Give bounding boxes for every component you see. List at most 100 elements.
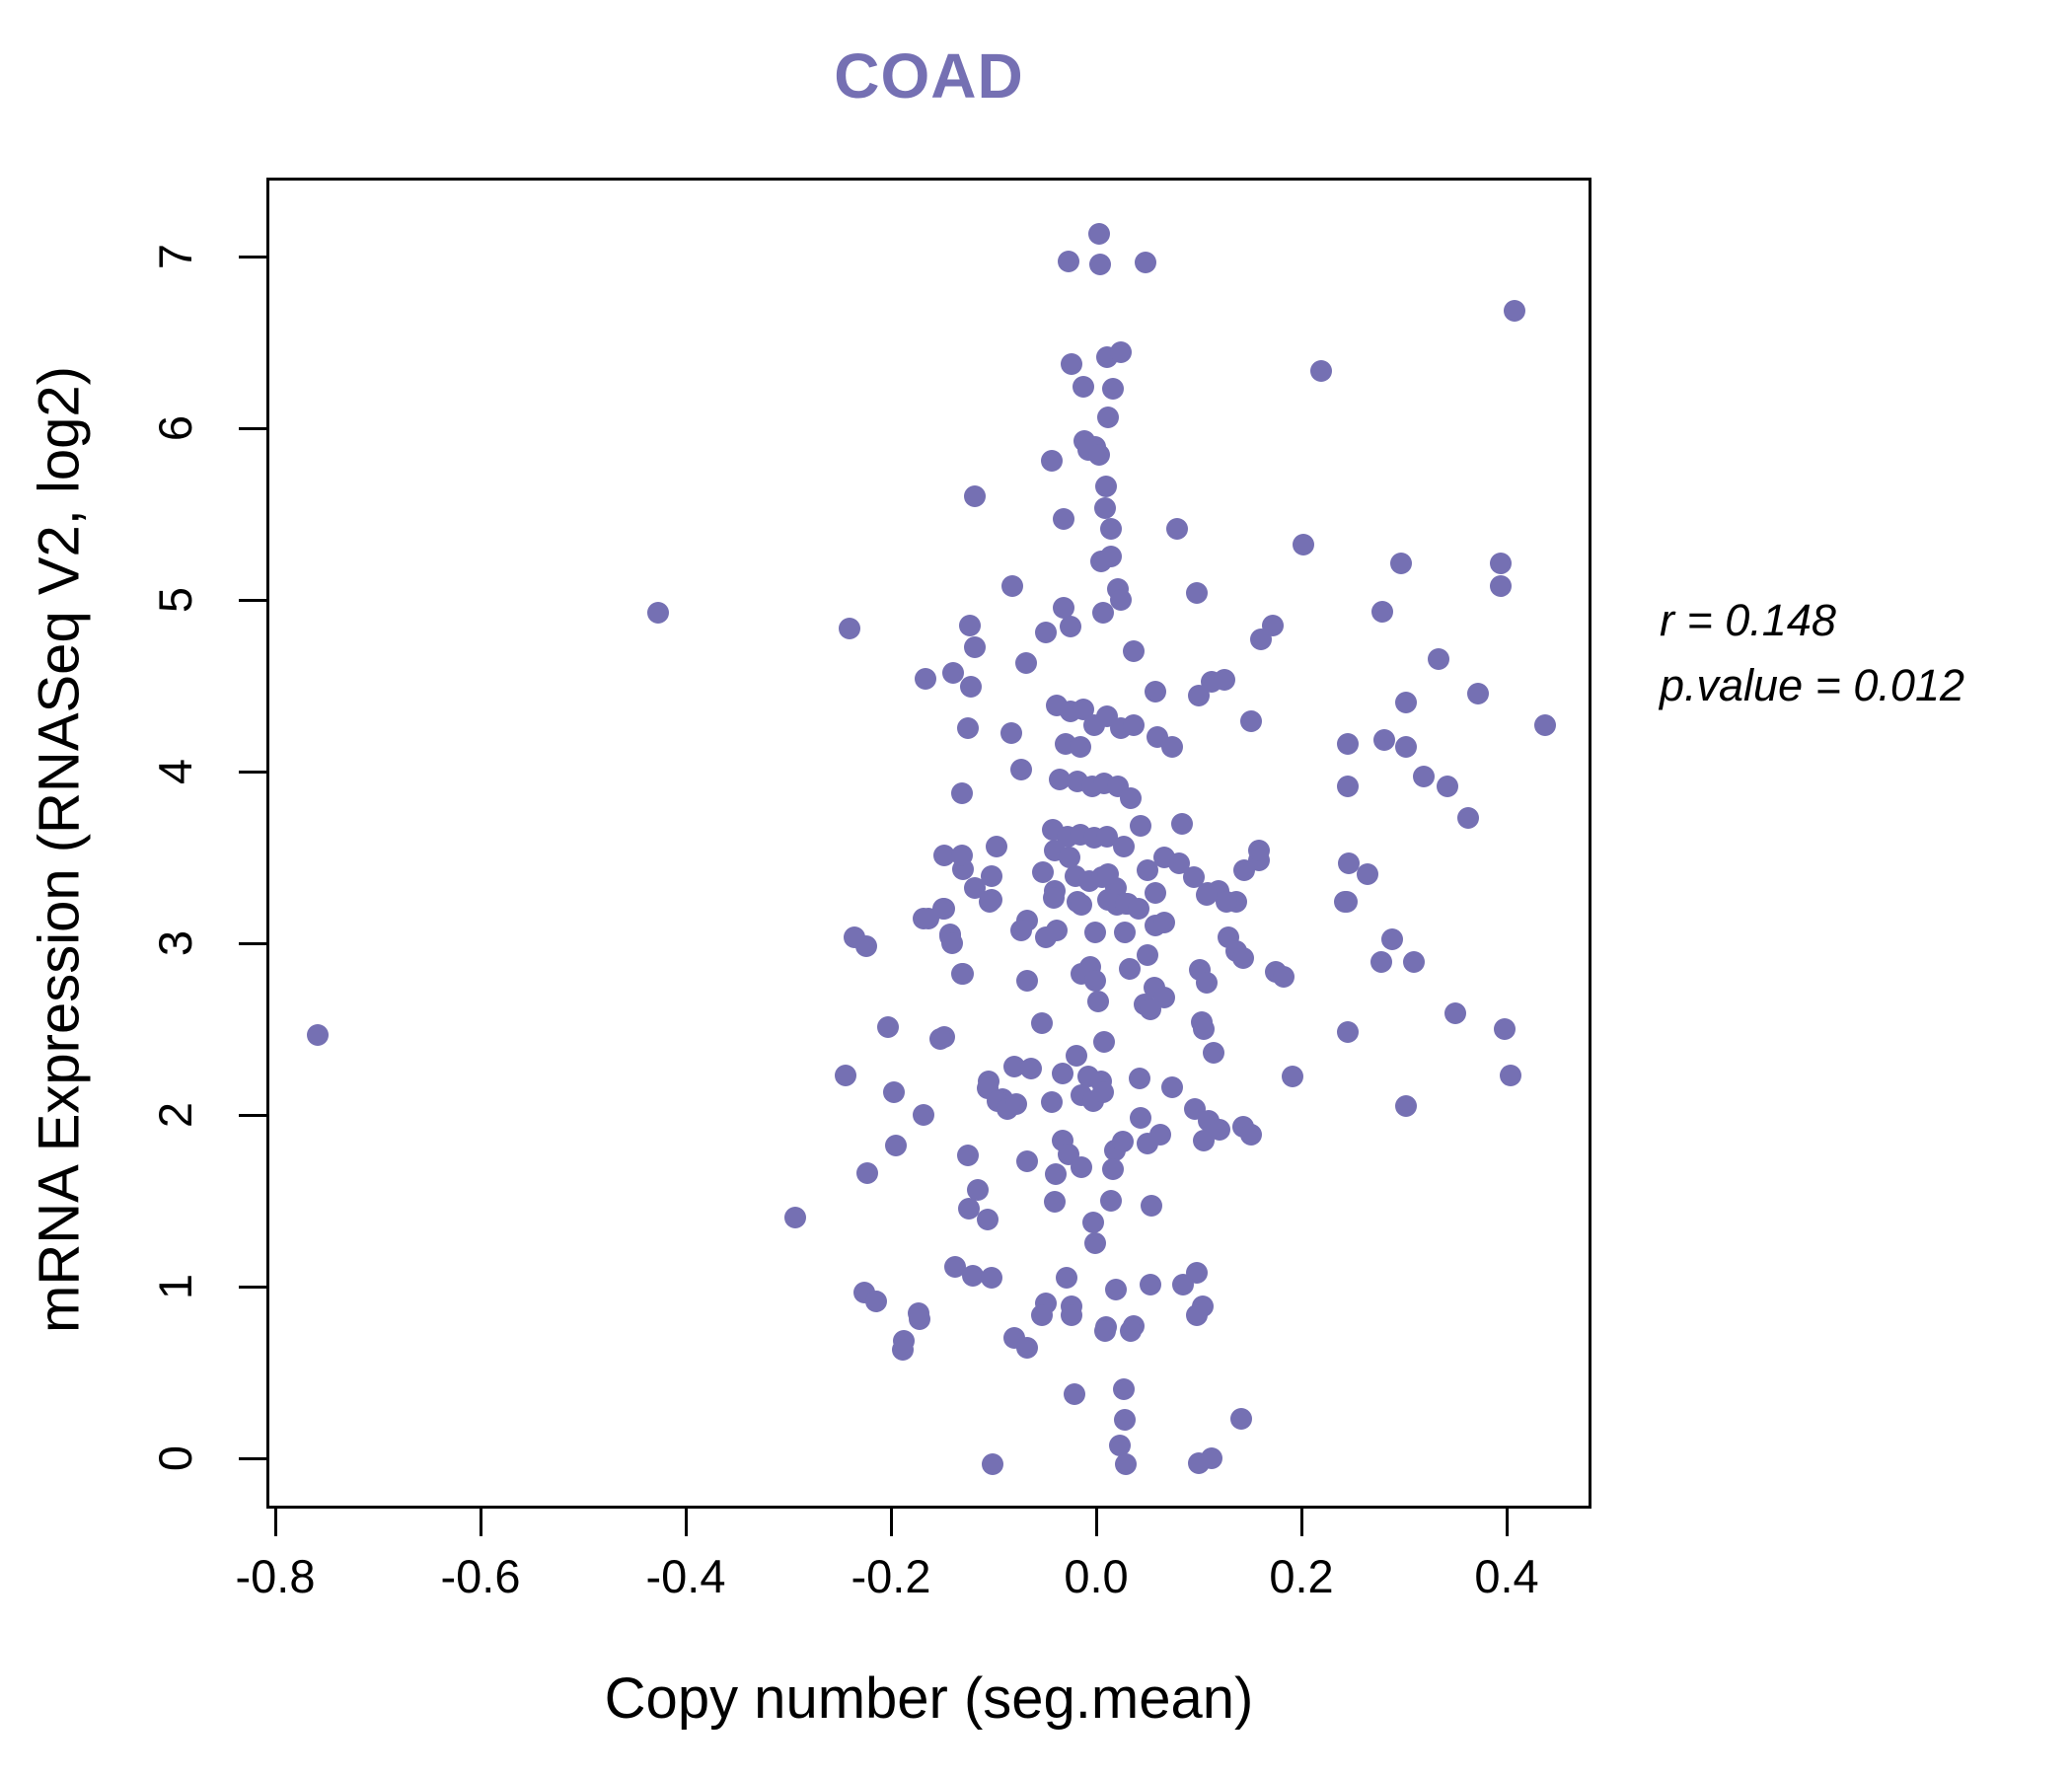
scatter-point [1309,360,1332,383]
scatter-point [306,1024,329,1047]
scatter-point [1046,920,1069,942]
scatter-point [1140,999,1161,1021]
scatter-point [1088,222,1110,245]
scatter-point [1016,1337,1039,1360]
scatter-point [1123,713,1146,736]
scatter-point [1000,574,1023,597]
scatter-point [1100,1189,1123,1212]
scatter-point [909,1307,930,1330]
scatter-point [1152,846,1175,868]
scatter-point [944,1256,967,1279]
scatter-point [957,1198,980,1221]
scatter-point [1058,846,1080,868]
scatter-point [1052,597,1074,620]
scatter-point [1115,1453,1138,1476]
scatter-point [967,1179,990,1202]
scatter-point [1073,375,1095,398]
scatter-point [1129,1107,1151,1129]
scatter-point [1145,882,1167,905]
scatter-point [1083,922,1106,944]
scatter-point [1193,1129,1216,1151]
scatter-point [1457,806,1480,829]
scatter-point [892,1338,915,1361]
scatter-point [1493,1017,1516,1040]
scatter-point [865,1291,888,1313]
scatter-point [1112,1377,1135,1400]
scatter-point [1500,1064,1522,1086]
scatter-point [1097,407,1120,429]
scatter-point [876,1015,899,1038]
scatter-point [1489,552,1512,574]
scatter-point [1281,1066,1303,1088]
scatter-point [1100,518,1123,541]
scatter-point [1160,1075,1183,1098]
scatter-point [1119,957,1142,980]
scatter-point [1389,552,1412,574]
y-tick-label: 6 [149,414,201,442]
scatter-point [1101,377,1124,400]
y-tick-mark [239,1113,266,1117]
y-tick-mark [239,1285,266,1289]
scatter-point [1123,639,1146,662]
scatter-point [1128,1067,1150,1089]
scatter-point [1248,839,1271,861]
scatter-point [931,897,954,920]
scatter-point [962,1265,985,1288]
scatter-point [1095,475,1118,497]
scatter-point [1333,890,1356,913]
scatter-point [1134,252,1156,274]
scatter-point [1213,669,1235,692]
scatter-point [1127,897,1149,920]
scatter-point [1229,1407,1252,1430]
scatter-point [1136,859,1158,882]
scatter-point [1096,825,1119,848]
scatter-point [1239,1124,1262,1147]
x-tick-mark [1094,1509,1098,1536]
scatter-point [1114,922,1136,944]
scatter-point [1292,533,1314,555]
scatter-point [1193,1017,1216,1040]
scatter-point [784,1206,807,1228]
scatter-point [1172,1273,1195,1295]
scatter-point [1196,883,1219,906]
scatter-point [1394,1094,1417,1117]
scatter-point [1232,859,1255,882]
scatter-point [1041,449,1064,472]
scatter-point [1043,887,1066,910]
scatter-point [1089,254,1112,276]
scatter-point [915,667,937,690]
scatter-point [1239,710,1262,733]
x-tick-mark [889,1509,893,1536]
scatter-point [1004,1093,1027,1116]
scatter-point [1064,1383,1086,1406]
scatter-point [1381,928,1404,951]
scatter-point [1093,1031,1116,1054]
scatter-point [1020,1057,1043,1079]
x-tick-label: -0.4 [645,1550,726,1602]
x-tick-mark [1505,1509,1509,1536]
scatter-point [1071,894,1093,917]
scatter-point [1097,862,1120,885]
y-tick-mark [239,255,266,259]
scatter-point [646,602,669,625]
scatter-point [1094,1319,1117,1342]
y-tick-label: 7 [149,243,201,270]
scatter-point [1261,614,1284,636]
y-axis-title: mRNA Expression (RNASeq V2, log2) [27,366,92,1333]
scatter-point [1086,990,1109,1012]
scatter-point [1185,581,1208,604]
scatter-point [1160,736,1183,759]
scatter-point [1149,1124,1172,1147]
scatter-point [1489,574,1512,597]
y-tick-label: 2 [149,1101,201,1129]
scatter-point [1443,1001,1466,1024]
scatter-point [1370,950,1392,973]
scatter-point [1031,861,1054,884]
scatter-point [1403,950,1426,973]
x-tick-mark [479,1509,482,1536]
y-tick-label: 4 [149,758,201,785]
scatter-point [1092,602,1115,625]
x-tick-mark [273,1509,277,1536]
scatter-point [1092,1080,1115,1103]
scatter-point [1101,1158,1124,1181]
